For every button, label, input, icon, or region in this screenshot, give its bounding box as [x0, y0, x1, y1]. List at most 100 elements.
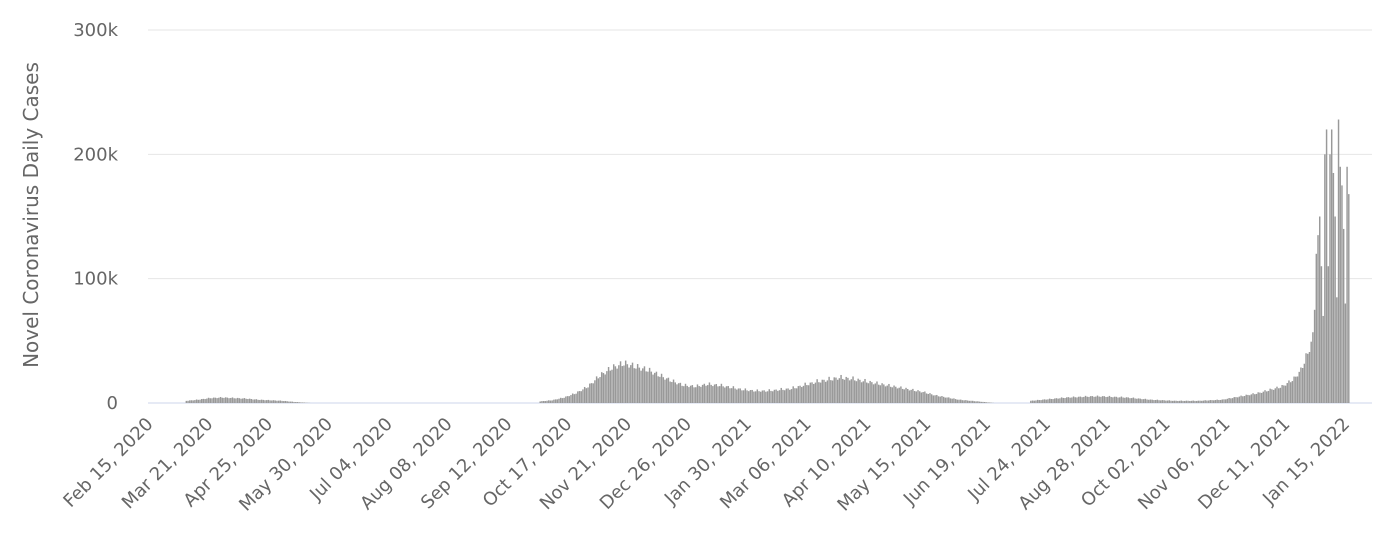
case-bar — [1284, 385, 1287, 403]
case-bar — [698, 386, 700, 403]
case-bar — [281, 400, 283, 403]
case-bar — [877, 384, 880, 403]
case-bar — [966, 400, 969, 403]
case-bar — [939, 396, 941, 403]
case-bar — [284, 400, 287, 403]
case-bar — [260, 399, 263, 403]
case-bar — [936, 394, 938, 403]
y-tick-label: 100k — [73, 269, 118, 290]
case-bar — [770, 390, 772, 403]
case-bar — [1129, 398, 1131, 403]
case-bar — [927, 393, 929, 403]
case-bar — [631, 362, 634, 403]
case-bar — [648, 367, 651, 403]
case-bar — [918, 391, 921, 403]
case-bar — [1077, 396, 1080, 403]
case-bar — [1271, 389, 1273, 403]
case-bar — [553, 399, 555, 403]
case-bar — [968, 400, 971, 403]
case-bar — [903, 389, 906, 403]
case-bar — [650, 371, 653, 403]
case-bar — [778, 390, 781, 403]
case-bar — [1325, 129, 1328, 403]
case-bar — [1072, 396, 1075, 403]
case-bar — [1329, 154, 1331, 403]
case-bar — [602, 373, 605, 403]
case-bar — [1301, 367, 1304, 403]
y-axis-ticks: 0 100k 200k 300k — [73, 20, 118, 414]
case-bar — [1183, 400, 1186, 403]
case-bar — [1289, 382, 1292, 403]
case-bar — [891, 387, 894, 403]
case-bar — [1175, 400, 1177, 403]
case-bar — [283, 401, 285, 403]
case-bar — [1127, 397, 1129, 403]
case-bar — [601, 372, 603, 403]
case-bar — [724, 387, 726, 403]
case-bar — [212, 397, 215, 403]
case-bar — [1295, 376, 1297, 403]
case-bar — [211, 398, 213, 403]
case-bar — [1040, 400, 1042, 403]
case-bar — [192, 400, 194, 403]
case-bar — [595, 376, 598, 403]
case-bar — [628, 367, 630, 403]
case-bar — [1144, 398, 1147, 403]
case-bar — [951, 398, 953, 403]
y-tick-label: 0 — [107, 393, 118, 414]
case-bar — [1195, 400, 1198, 403]
case-bar — [753, 391, 755, 403]
case-bar — [734, 388, 736, 403]
case-bar — [1089, 396, 1092, 403]
case-bar — [1264, 390, 1266, 403]
case-bar — [807, 385, 810, 403]
case-bar — [1105, 396, 1107, 403]
case-bar — [809, 382, 812, 403]
case-bar — [1067, 397, 1070, 403]
case-bar — [240, 398, 242, 403]
case-bar — [1059, 398, 1061, 403]
case-bar — [1031, 400, 1034, 403]
case-bar — [544, 401, 547, 403]
case-bar — [1262, 391, 1265, 403]
case-bar — [956, 399, 959, 403]
case-bar — [1243, 396, 1246, 403]
case-bar — [1194, 400, 1196, 403]
case-bar — [824, 381, 827, 403]
case-bar — [1125, 397, 1128, 403]
case-bar — [1115, 396, 1118, 403]
case-bar — [736, 389, 738, 403]
case-bar — [1030, 400, 1032, 403]
case-bar — [597, 378, 600, 403]
case-bar — [1330, 129, 1333, 403]
case-bar — [264, 400, 266, 403]
case-bar — [1132, 397, 1135, 403]
case-bar — [592, 383, 594, 403]
case-bar — [722, 386, 724, 403]
case-bar — [720, 383, 723, 403]
case-bar — [563, 397, 565, 403]
case-bar — [908, 390, 911, 403]
case-bar — [585, 388, 588, 403]
case-bar — [780, 387, 782, 403]
case-bar — [293, 401, 295, 403]
case-bar — [1218, 400, 1220, 403]
case-bar — [566, 396, 569, 403]
case-bar — [643, 366, 646, 403]
case-bar — [291, 401, 294, 403]
case-bar — [300, 402, 302, 403]
case-bar — [202, 398, 205, 403]
case-bar — [1211, 400, 1213, 403]
case-bar — [1154, 399, 1157, 403]
case-bar — [792, 386, 794, 403]
case-bar — [1221, 399, 1224, 403]
case-bar — [568, 396, 570, 403]
case-bar — [833, 377, 835, 403]
case-bar — [1213, 400, 1215, 403]
case-bar — [187, 400, 189, 403]
case-bar — [616, 368, 618, 403]
case-bar — [635, 368, 637, 403]
case-bar — [252, 399, 254, 403]
case-bar — [854, 380, 856, 403]
y-axis-title: Novel Coronavirus Daily Cases — [19, 62, 43, 368]
